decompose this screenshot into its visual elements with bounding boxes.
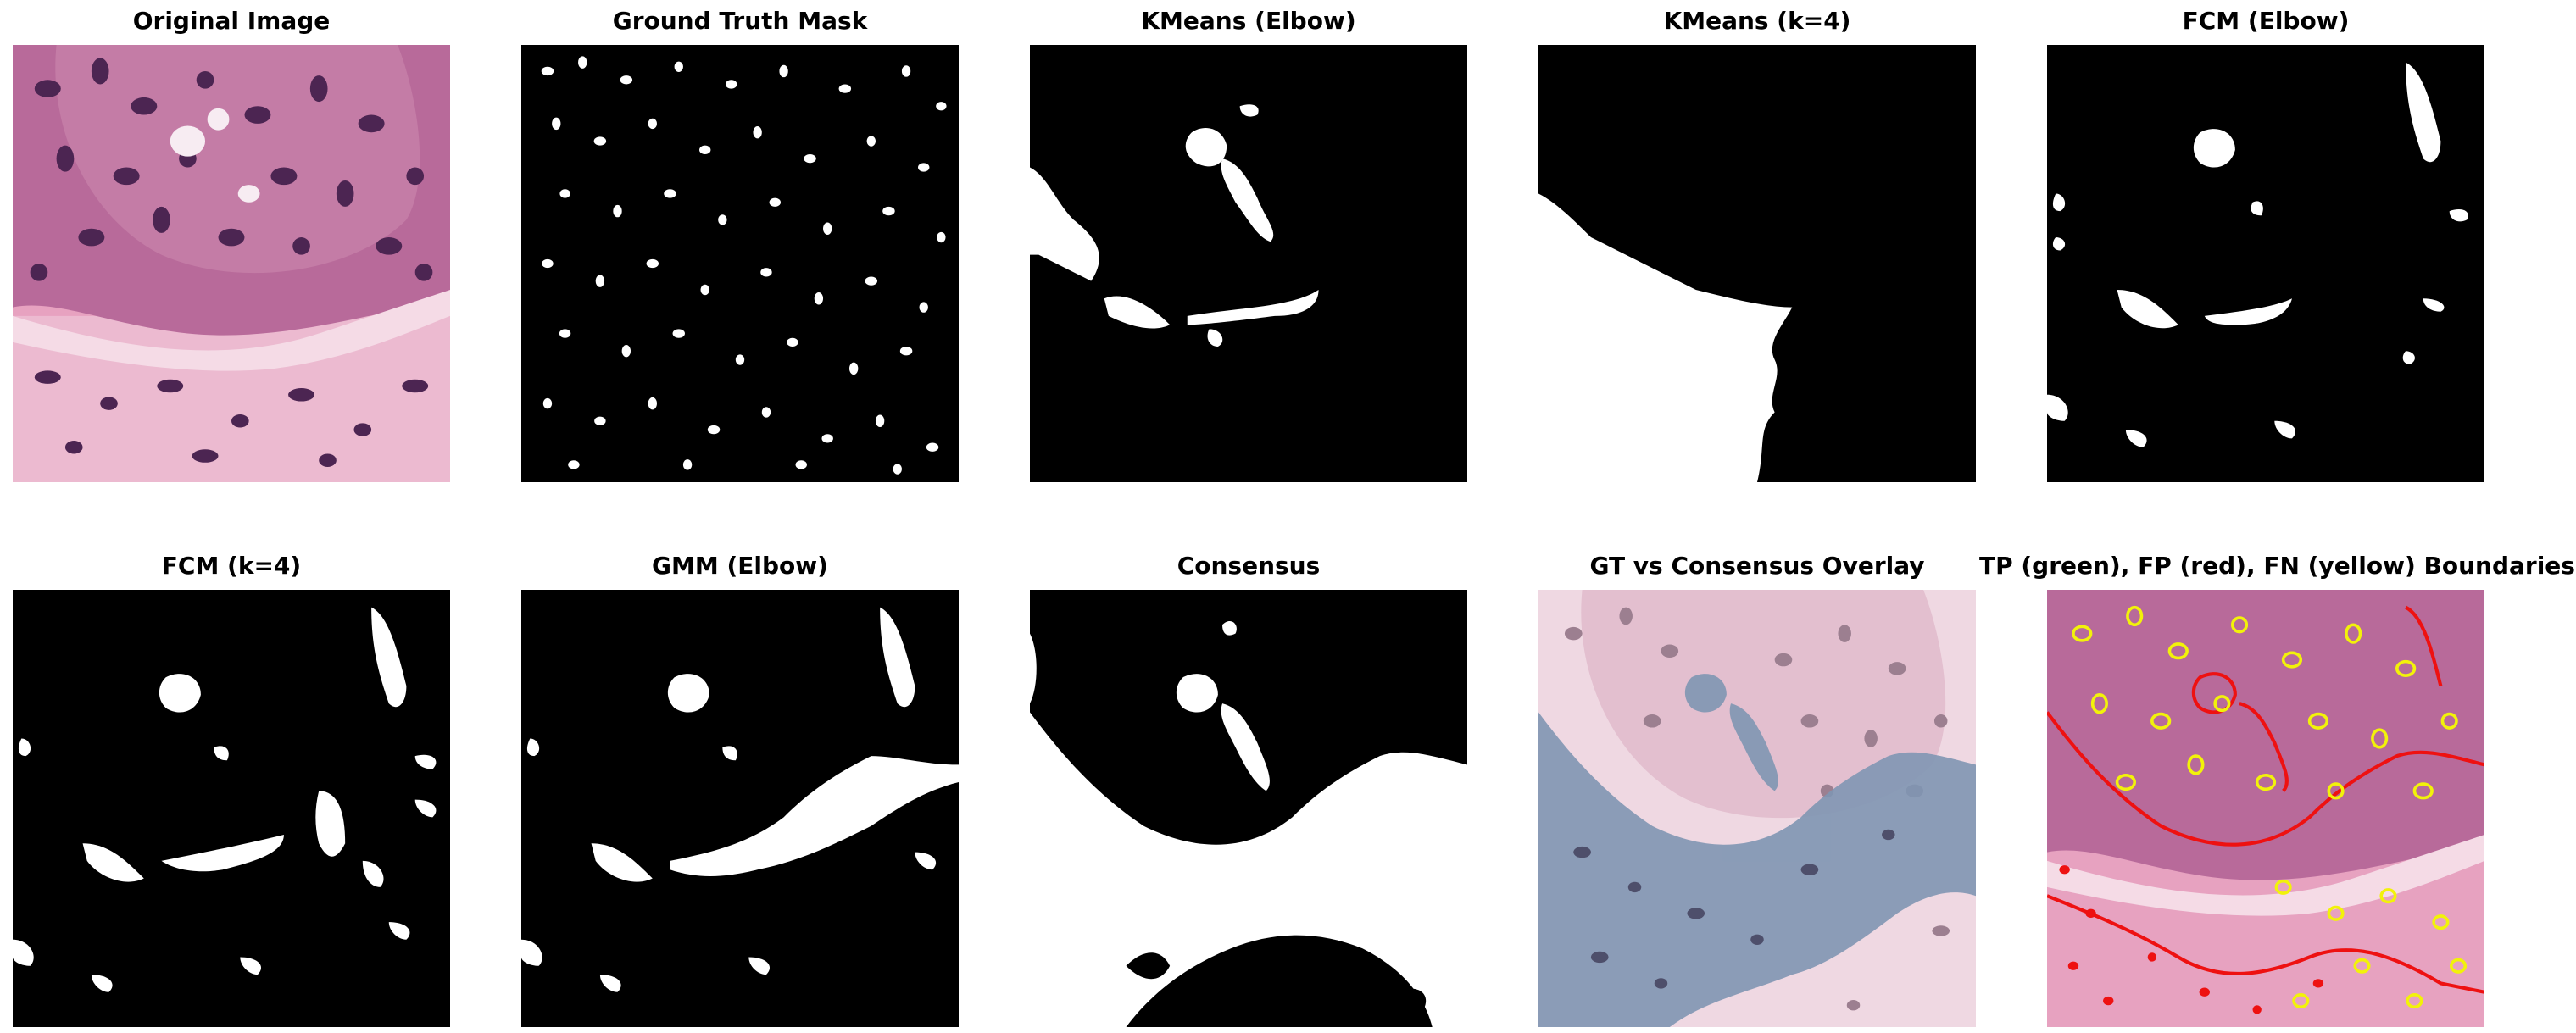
panel-title: Ground Truth Mask xyxy=(612,7,868,35)
panel-title: KMeans (k=4) xyxy=(1663,7,1851,35)
panel-title: KMeans (Elbow) xyxy=(1141,7,1356,35)
panel-title: FCM (Elbow) xyxy=(2182,7,2350,35)
panel-title: Consensus xyxy=(1177,552,1321,580)
panel-title: GT vs Consensus Overlay xyxy=(1589,552,1925,580)
kmeans-k4-mask xyxy=(1538,45,1976,482)
consensus-mask xyxy=(1030,590,1467,1027)
fcm-elbow-mask xyxy=(2047,45,2484,482)
gmm-elbow-mask xyxy=(521,590,959,1027)
gt-vs-consensus-overlay-image xyxy=(1538,590,1976,1027)
ground-truth-mask-image xyxy=(521,45,959,482)
panel-title: GMM (Elbow) xyxy=(652,552,828,580)
fcm-k4-mask xyxy=(13,590,450,1027)
panel-title: TP (green), FP (red), FN (yellow) Bounda… xyxy=(1979,552,2575,580)
original-histology-image xyxy=(13,45,450,482)
panel-title: Original Image xyxy=(132,7,331,35)
tp-fp-fn-boundaries-image xyxy=(2047,590,2484,1027)
panel-title: FCM (k=4) xyxy=(161,552,302,580)
kmeans-elbow-mask xyxy=(1030,45,1467,482)
